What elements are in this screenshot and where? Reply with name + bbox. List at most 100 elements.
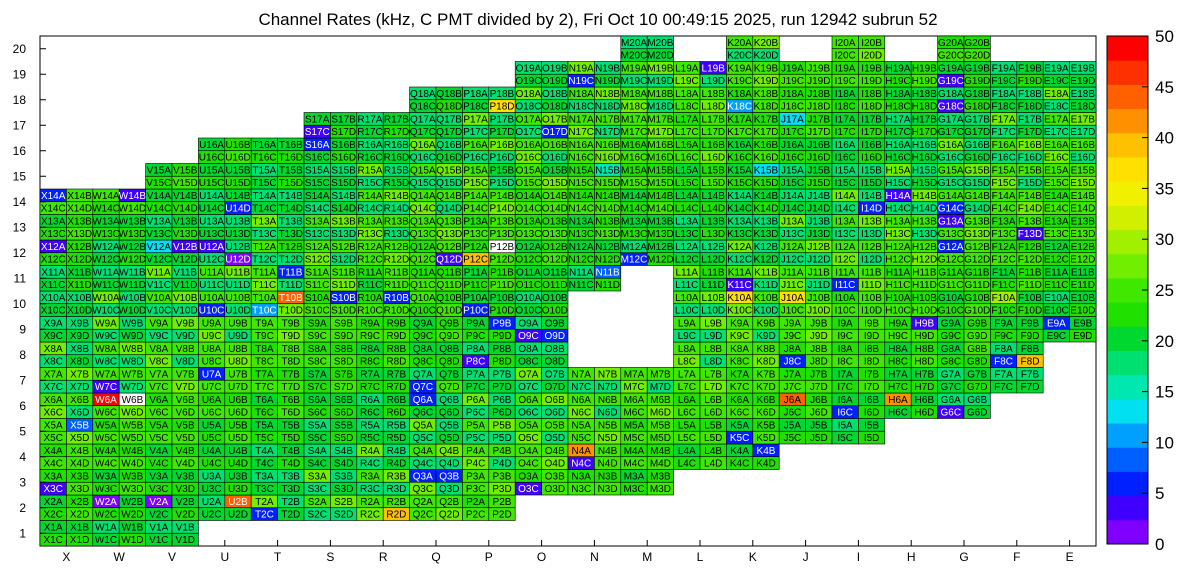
channel-label: F19C: [991, 76, 1015, 87]
channel-label: G19B: [964, 63, 990, 74]
channel-label: T15D: [279, 178, 303, 189]
channel-label: L15D: [701, 178, 725, 189]
channel-label: O14A: [516, 191, 542, 202]
channel-label: G12C: [938, 255, 964, 266]
channel-label: V13D: [173, 229, 198, 240]
channel-label: Q15B: [436, 165, 462, 176]
channel-label: U13C: [199, 229, 225, 240]
channel-label: X10D: [67, 306, 92, 317]
channel-label: V2A: [149, 497, 168, 508]
channel-label: V8B: [176, 344, 195, 355]
channel-label: O3B: [545, 471, 565, 482]
channel-label: H12D: [912, 255, 938, 266]
channel-label: X11D: [67, 280, 91, 291]
channel-label: P16D: [489, 153, 514, 164]
channel-label: Q10C: [410, 306, 436, 317]
channel-label: T13C: [252, 229, 276, 240]
channel-label: J11A: [781, 267, 803, 278]
channel-label: T10A: [252, 293, 276, 304]
channel-label: G11C: [938, 280, 963, 291]
channel-label: P2B: [493, 497, 512, 508]
channel-label: R10D: [384, 306, 410, 317]
channel-label: P11D: [490, 280, 514, 291]
channel-label: O14B: [542, 191, 568, 202]
channel-label: E13D: [1070, 229, 1095, 240]
channel-label: H19C: [885, 76, 911, 87]
channel-label: M7C: [623, 382, 644, 393]
channel-label: M15A: [621, 165, 647, 176]
x-tick-label: V: [168, 550, 176, 564]
channel-label: F7C: [994, 382, 1013, 393]
channel-label: M17A: [621, 114, 647, 125]
channel-label: M4D: [650, 459, 671, 470]
channel-label: K5A: [730, 420, 749, 431]
channel-label: M14C: [621, 204, 648, 215]
channel-label: V3D: [175, 484, 194, 495]
channel-label: W8D: [121, 357, 143, 368]
channel-label: K16A: [727, 140, 752, 151]
channel-label: L6D: [704, 408, 722, 419]
channel-label: J16C: [781, 153, 804, 164]
channel-label: I17D: [861, 127, 882, 138]
channel-label: T8D: [281, 357, 300, 368]
channel-label: I7A: [838, 369, 853, 380]
channel-label: M20B: [647, 38, 673, 49]
channel-label: T6D: [281, 408, 300, 419]
channel-label: X10C: [41, 306, 66, 317]
channel-label: V12A: [147, 242, 172, 253]
channel-label: R8A: [360, 344, 380, 355]
channel-label: M18D: [647, 102, 674, 113]
channel-label: V9A: [149, 318, 168, 329]
channel-label: M6A: [624, 395, 645, 406]
channel-label: O16A: [516, 140, 542, 151]
channel-label: P6D: [492, 408, 511, 419]
channel-label: L18D: [701, 102, 725, 113]
channel-label: L9C: [678, 331, 696, 342]
channel-label: U16B: [225, 140, 250, 151]
channel-label: J13D: [807, 229, 830, 240]
channel-label: Q13C: [410, 229, 436, 240]
channel-label: T15C: [252, 178, 276, 189]
channel-label: R14D: [384, 204, 410, 215]
channel-label: S16B: [331, 140, 356, 151]
x-tick-label: R: [379, 550, 388, 564]
channel-label: F17B: [1018, 114, 1042, 125]
channel-label: G16B: [964, 140, 990, 151]
channel-label: K6B: [757, 395, 776, 406]
colorbar-band: [1107, 229, 1148, 255]
channel-label: J19C: [781, 76, 804, 87]
channel-label: L8D: [704, 357, 722, 368]
channel-label: W2A: [95, 497, 117, 508]
channel-label: M17B: [647, 114, 673, 125]
channel-label: Q6A: [413, 395, 433, 406]
channel-label: T3C: [255, 484, 274, 495]
channel-label: U3A: [202, 471, 222, 482]
channel-label: I20B: [861, 38, 882, 49]
heatmap-cells: X1A X1B X1C X1D W1A W1B W1C W1D V1A V1B V1C V1D X2A X…: [39, 35, 1097, 547]
channel-label: S16C: [305, 153, 330, 164]
channel-label: U4C: [202, 459, 222, 470]
channel-label: U10A: [199, 293, 224, 304]
channel-label: K18D: [753, 102, 778, 113]
channel-label: K6C: [730, 408, 749, 419]
channel-label: L5C: [678, 433, 696, 444]
channel-label: H13B: [912, 216, 937, 227]
channel-label: I18C: [835, 102, 856, 113]
channel-label: S8C: [307, 357, 326, 368]
channel-label: X9A: [44, 318, 63, 329]
channel-label: T7B: [282, 369, 301, 380]
channel-label: H6D: [914, 408, 934, 419]
channel-label: J8C: [784, 357, 802, 368]
channel-label: G16C: [938, 153, 964, 164]
channel-label: E10B: [1071, 293, 1096, 304]
channel-label: R9A: [360, 318, 380, 329]
channel-label: O11D: [542, 280, 567, 291]
channel-label: H15B: [912, 165, 937, 176]
channel-label: U10D: [225, 306, 251, 317]
channel-label: L11D: [702, 280, 725, 291]
channel-label: U7A: [202, 369, 222, 380]
channel-label: W14B: [119, 191, 147, 202]
channel-label: S6B: [334, 395, 353, 406]
y-tick-label: 7: [19, 373, 26, 387]
channel-label: P18B: [490, 89, 515, 100]
